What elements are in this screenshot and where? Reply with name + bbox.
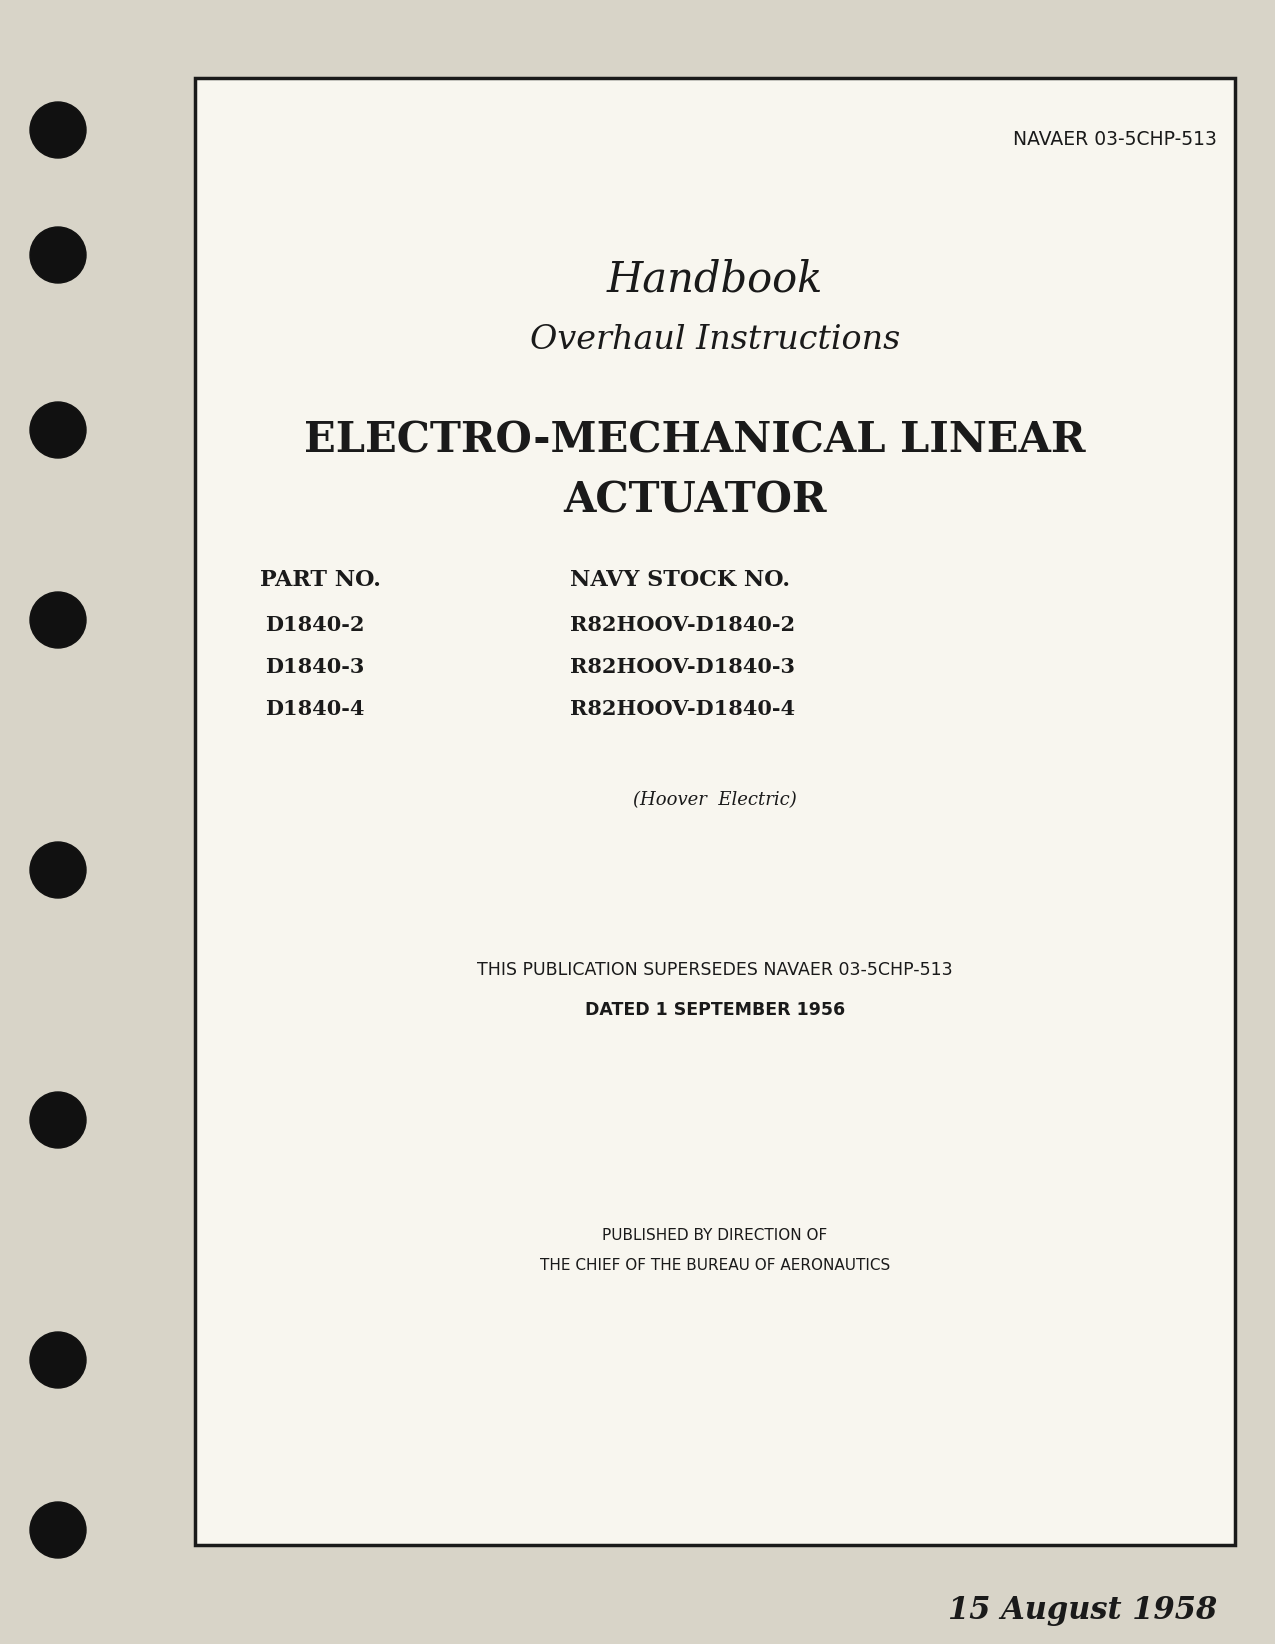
Text: Overhaul Instructions: Overhaul Instructions	[530, 324, 900, 357]
Text: 15 August 1958: 15 August 1958	[947, 1595, 1218, 1626]
Circle shape	[31, 842, 85, 898]
Text: D1840-4: D1840-4	[265, 699, 365, 718]
Circle shape	[31, 102, 85, 158]
Text: (Hoover  Electric): (Hoover Electric)	[634, 791, 797, 809]
Bar	[195, 77, 1235, 1545]
Text: DATED 1 SEPTEMBER 1956: DATED 1 SEPTEMBER 1956	[585, 1001, 845, 1019]
Text: ELECTRO-MECHANICAL LINEAR: ELECTRO-MECHANICAL LINEAR	[305, 419, 1086, 460]
Circle shape	[31, 1092, 85, 1148]
Text: ACTUATOR: ACTUATOR	[564, 478, 826, 521]
Text: R82HOOV-D1840-2: R82HOOV-D1840-2	[570, 615, 796, 635]
Text: THE CHIEF OF THE BUREAU OF AERONAUTICS: THE CHIEF OF THE BUREAU OF AERONAUTICS	[539, 1258, 890, 1272]
Text: NAVAER 03-5CHP-513: NAVAER 03-5CHP-513	[1014, 130, 1218, 150]
Text: PUBLISHED BY DIRECTION OF: PUBLISHED BY DIRECTION OF	[602, 1228, 827, 1243]
Text: D1840-3: D1840-3	[265, 658, 365, 677]
Text: NAVY STOCK NO.: NAVY STOCK NO.	[570, 569, 790, 590]
Circle shape	[31, 1503, 85, 1559]
Text: THIS PUBLICATION SUPERSEDES NAVAER 03-5CHP-513: THIS PUBLICATION SUPERSEDES NAVAER 03-5C…	[477, 962, 952, 978]
Circle shape	[31, 1332, 85, 1388]
Text: D1840-2: D1840-2	[265, 615, 365, 635]
Text: R82HOOV-D1840-3: R82HOOV-D1840-3	[570, 658, 796, 677]
Text: PART NO.: PART NO.	[260, 569, 381, 590]
Circle shape	[31, 592, 85, 648]
Text: R82HOOV-D1840-4: R82HOOV-D1840-4	[570, 699, 796, 718]
Circle shape	[31, 227, 85, 283]
Circle shape	[31, 403, 85, 459]
Text: Handbook: Handbook	[607, 260, 824, 301]
